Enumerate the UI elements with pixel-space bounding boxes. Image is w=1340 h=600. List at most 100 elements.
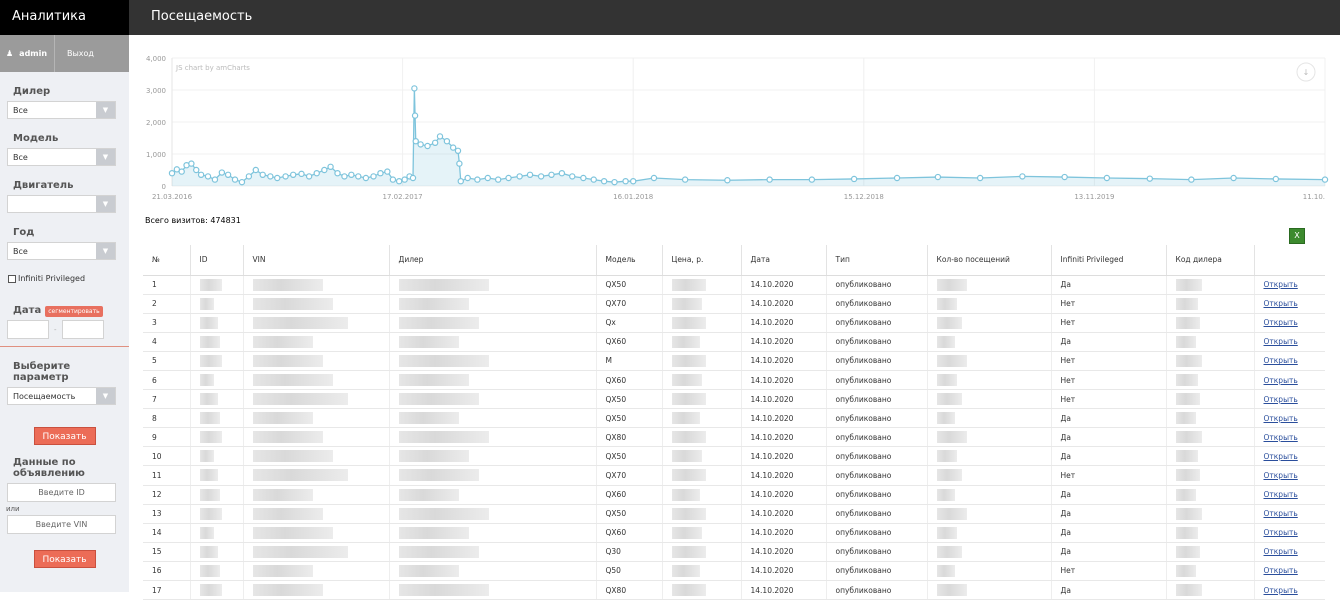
cell: 13 xyxy=(143,504,191,524)
open-link[interactable]: Открыть xyxy=(1263,394,1298,404)
logout-button[interactable]: Выход xyxy=(67,49,94,58)
redacted-cell xyxy=(927,446,1052,467)
redacted-value xyxy=(252,488,313,501)
redacted-value xyxy=(199,584,222,597)
redacted-value xyxy=(671,374,702,387)
data-point xyxy=(569,173,576,180)
cell: Открыть xyxy=(1254,313,1325,333)
engine-select[interactable]: ▼ xyxy=(7,195,116,213)
open-link[interactable]: Открыть xyxy=(1263,413,1298,423)
open-link[interactable]: Открыть xyxy=(1263,509,1298,519)
user-menu[interactable]: ♟ admin xyxy=(0,35,55,72)
year-select[interactable]: Все ▼ xyxy=(7,242,116,260)
redacted-value xyxy=(252,393,348,406)
column-header: Дилер xyxy=(389,245,597,276)
redacted-cell xyxy=(1166,275,1255,295)
redacted-cell xyxy=(927,332,1052,352)
model-select[interactable]: Все ▼ xyxy=(7,148,116,166)
privileged-checkbox[interactable]: Infiniti Privileged xyxy=(8,274,129,283)
cell: QX60 xyxy=(596,370,663,391)
redacted-value xyxy=(936,374,957,387)
open-link[interactable]: Открыть xyxy=(1263,432,1298,442)
redacted-cell xyxy=(243,427,390,448)
open-link[interactable]: Открыть xyxy=(1263,375,1298,385)
model-value: Все xyxy=(13,152,28,162)
data-point xyxy=(252,166,259,174)
open-link[interactable]: Открыть xyxy=(1263,299,1298,309)
redacted-value xyxy=(936,488,955,501)
open-link[interactable]: Открыть xyxy=(1263,451,1298,461)
show-ad-button[interactable]: Показать xyxy=(33,550,96,568)
download-button[interactable] xyxy=(1296,62,1316,82)
data-point xyxy=(384,168,391,175)
redacted-cell xyxy=(389,523,597,543)
data-point xyxy=(341,173,348,180)
table-row: 14 QX60 14.10.2020 опубликовано Да Открыть xyxy=(143,523,1325,543)
redacted-value xyxy=(936,431,967,444)
vin-input[interactable]: Введите VIN xyxy=(7,515,116,534)
cell: Открыть xyxy=(1254,465,1325,486)
redacted-cell xyxy=(190,427,244,448)
privileged-label: Infiniti Privileged xyxy=(18,274,86,283)
show-button[interactable]: Показать xyxy=(33,427,96,445)
redacted-value xyxy=(398,431,489,444)
redacted-cell xyxy=(662,294,742,314)
redacted-value xyxy=(936,316,962,329)
id-input[interactable]: Введите ID xyxy=(7,483,116,502)
redacted-value xyxy=(1175,450,1198,463)
cell: 12 xyxy=(143,485,191,505)
cell: 14.10.2020 xyxy=(741,542,827,562)
dealer-label: Дилер xyxy=(13,86,51,97)
redacted-cell xyxy=(243,485,390,505)
redacted-value xyxy=(1175,412,1196,425)
engine-label: Двигатель xyxy=(13,180,74,191)
checkbox-box[interactable] xyxy=(8,274,16,283)
open-link[interactable]: Открыть xyxy=(1263,318,1298,328)
open-link[interactable]: Открыть xyxy=(1263,528,1298,538)
cell: 14.10.2020 xyxy=(741,465,827,486)
open-link[interactable]: Открыть xyxy=(1263,566,1298,576)
cell: опубликовано xyxy=(826,408,928,429)
redacted-cell xyxy=(927,485,1052,505)
cell: 14.10.2020 xyxy=(741,523,827,543)
data-point xyxy=(456,160,463,167)
redacted-cell xyxy=(662,389,742,410)
excel-export-icon[interactable]: X xyxy=(1289,228,1305,244)
open-link[interactable]: Открыть xyxy=(1263,490,1298,500)
cell: опубликовано xyxy=(826,370,928,391)
open-link[interactable]: Открыть xyxy=(1263,547,1298,557)
date-label: Дата сегментировать xyxy=(13,305,129,317)
cell: Открыть xyxy=(1254,294,1325,314)
open-link[interactable]: Открыть xyxy=(1263,337,1298,347)
data-point xyxy=(313,169,320,177)
data-point xyxy=(218,169,226,176)
redacted-value xyxy=(1175,278,1202,291)
x-tick-label: 16.01.2018 xyxy=(613,193,653,201)
data-point xyxy=(197,171,205,179)
cell: опубликовано xyxy=(826,542,928,562)
cell: 14.10.2020 xyxy=(741,370,827,391)
segment-button[interactable]: сегментировать xyxy=(45,306,103,317)
dealer-select[interactable]: Все ▼ xyxy=(7,101,116,119)
open-link[interactable]: Открыть xyxy=(1263,280,1298,290)
redacted-value xyxy=(936,507,967,520)
date-to-input[interactable] xyxy=(61,320,104,339)
cell: 14.10.2020 xyxy=(741,389,827,410)
open-link[interactable]: Открыть xyxy=(1263,585,1298,595)
data-point xyxy=(224,171,232,179)
table-row: 5 M 14.10.2020 опубликовано Нет Открыть xyxy=(143,351,1325,371)
redacted-cell xyxy=(190,523,244,543)
data-point xyxy=(238,178,246,186)
data-point xyxy=(411,112,419,119)
data-point xyxy=(590,176,597,183)
redacted-cell xyxy=(662,542,742,562)
cell: опубликовано xyxy=(826,332,928,352)
param-select[interactable]: Посещаемость ▼ xyxy=(7,387,116,405)
open-link[interactable]: Открыть xyxy=(1263,470,1298,480)
cell: Открыть xyxy=(1254,446,1325,467)
data-point xyxy=(362,174,370,182)
brand: Аналитика xyxy=(0,0,129,35)
data-point xyxy=(558,169,566,177)
open-link[interactable]: Открыть xyxy=(1263,356,1298,366)
date-from-input[interactable] xyxy=(7,320,49,339)
